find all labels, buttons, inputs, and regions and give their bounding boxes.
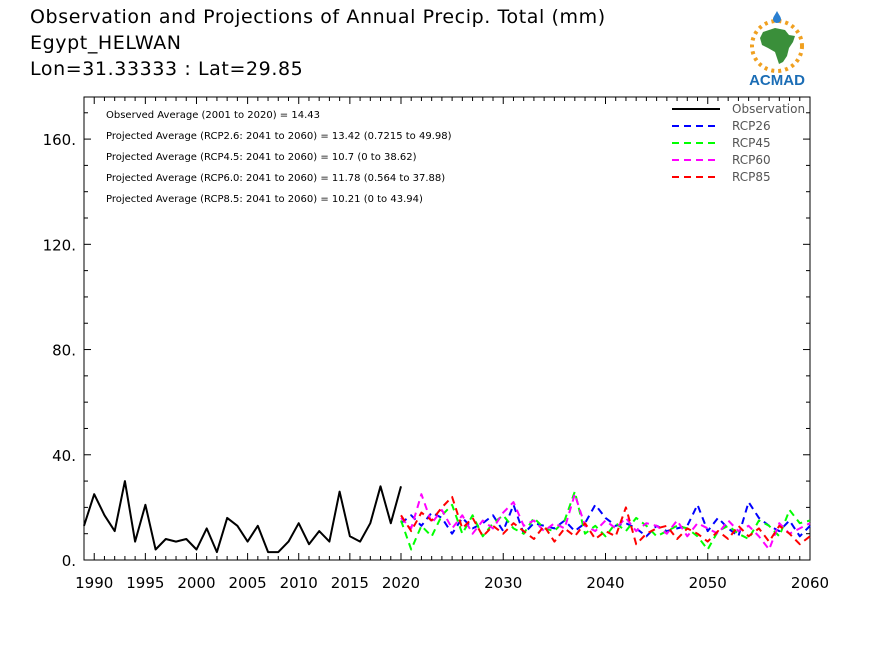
series-line-rcp85 xyxy=(400,495,811,546)
x-tick-label: 2050 xyxy=(689,574,727,592)
legend-label-rcp45: RCP45 xyxy=(732,136,771,150)
average-annotation: Observed Average (2001 to 2020) = 14.43 xyxy=(106,110,320,121)
africa-map-logo: ACMAD xyxy=(749,11,805,88)
series-line-rcp60 xyxy=(400,493,811,551)
plot-frame xyxy=(83,96,811,561)
y-tick-label: 40. xyxy=(52,447,76,465)
series-layer xyxy=(83,480,811,554)
x-tick-label: 2020 xyxy=(382,574,420,592)
legend-label-observation: Observation xyxy=(732,102,805,116)
x-tick-label: 1990 xyxy=(75,574,113,592)
series-line-observation xyxy=(83,480,402,554)
average-annotation: Projected Average (RCP6.0: 2041 to 2060)… xyxy=(106,173,445,184)
series-line-rcp45 xyxy=(400,490,811,551)
sun-rays-icon xyxy=(750,19,804,73)
y-tick-label: 160. xyxy=(43,131,76,149)
x-tick-label: 2000 xyxy=(177,574,215,592)
x-tick-label: 2010 xyxy=(280,574,318,592)
x-tick-label: 2005 xyxy=(229,574,267,592)
water-drop-icon xyxy=(773,11,781,23)
average-annotation: Projected Average (RCP8.5: 2041 to 2060)… xyxy=(106,194,423,205)
x-tick-label: 2060 xyxy=(791,574,829,592)
annotation-layer: Observed Average (2001 to 2020) = 14.43 P… xyxy=(106,110,452,205)
y-tick-label: 0. xyxy=(62,552,76,570)
series-line-rcp26 xyxy=(400,501,811,538)
average-annotation: Projected Average (RCP2.6: 2041 to 2060)… xyxy=(106,131,452,142)
station-name: Egypt_HELWAN xyxy=(30,32,182,54)
y-axis: 0. 40. 80. 120. 160. xyxy=(43,112,810,570)
y-tick-label: 120. xyxy=(43,236,76,254)
x-tick-label: 2030 xyxy=(484,574,522,592)
plot-border xyxy=(83,96,811,561)
legend: Observation RCP26 RCP45 RCP60 RCP85 xyxy=(672,102,805,184)
legend-label-rcp85: RCP85 xyxy=(732,170,771,184)
x-tick-label: 1995 xyxy=(126,574,164,592)
average-annotation: Projected Average (RCP4.5: 2041 to 2060)… xyxy=(106,152,417,163)
x-axis: 1990 1995 2000 2005 2010 2015 2020 2030 2040 2050… xyxy=(75,97,829,592)
legend-label-rcp60: RCP60 xyxy=(732,153,771,167)
africa-icon xyxy=(760,28,795,64)
x-tick-label: 2040 xyxy=(586,574,624,592)
x-tick-label: 2015 xyxy=(331,574,369,592)
station-coordinates: Lon=31.33333 : Lat=29.85 xyxy=(30,58,304,80)
y-tick-label: 80. xyxy=(52,342,76,360)
legend-label-rcp26: RCP26 xyxy=(732,119,771,133)
logo-text: ACMAD xyxy=(749,72,805,88)
chart-title: Observation and Projections of Annual Pr… xyxy=(30,6,606,28)
